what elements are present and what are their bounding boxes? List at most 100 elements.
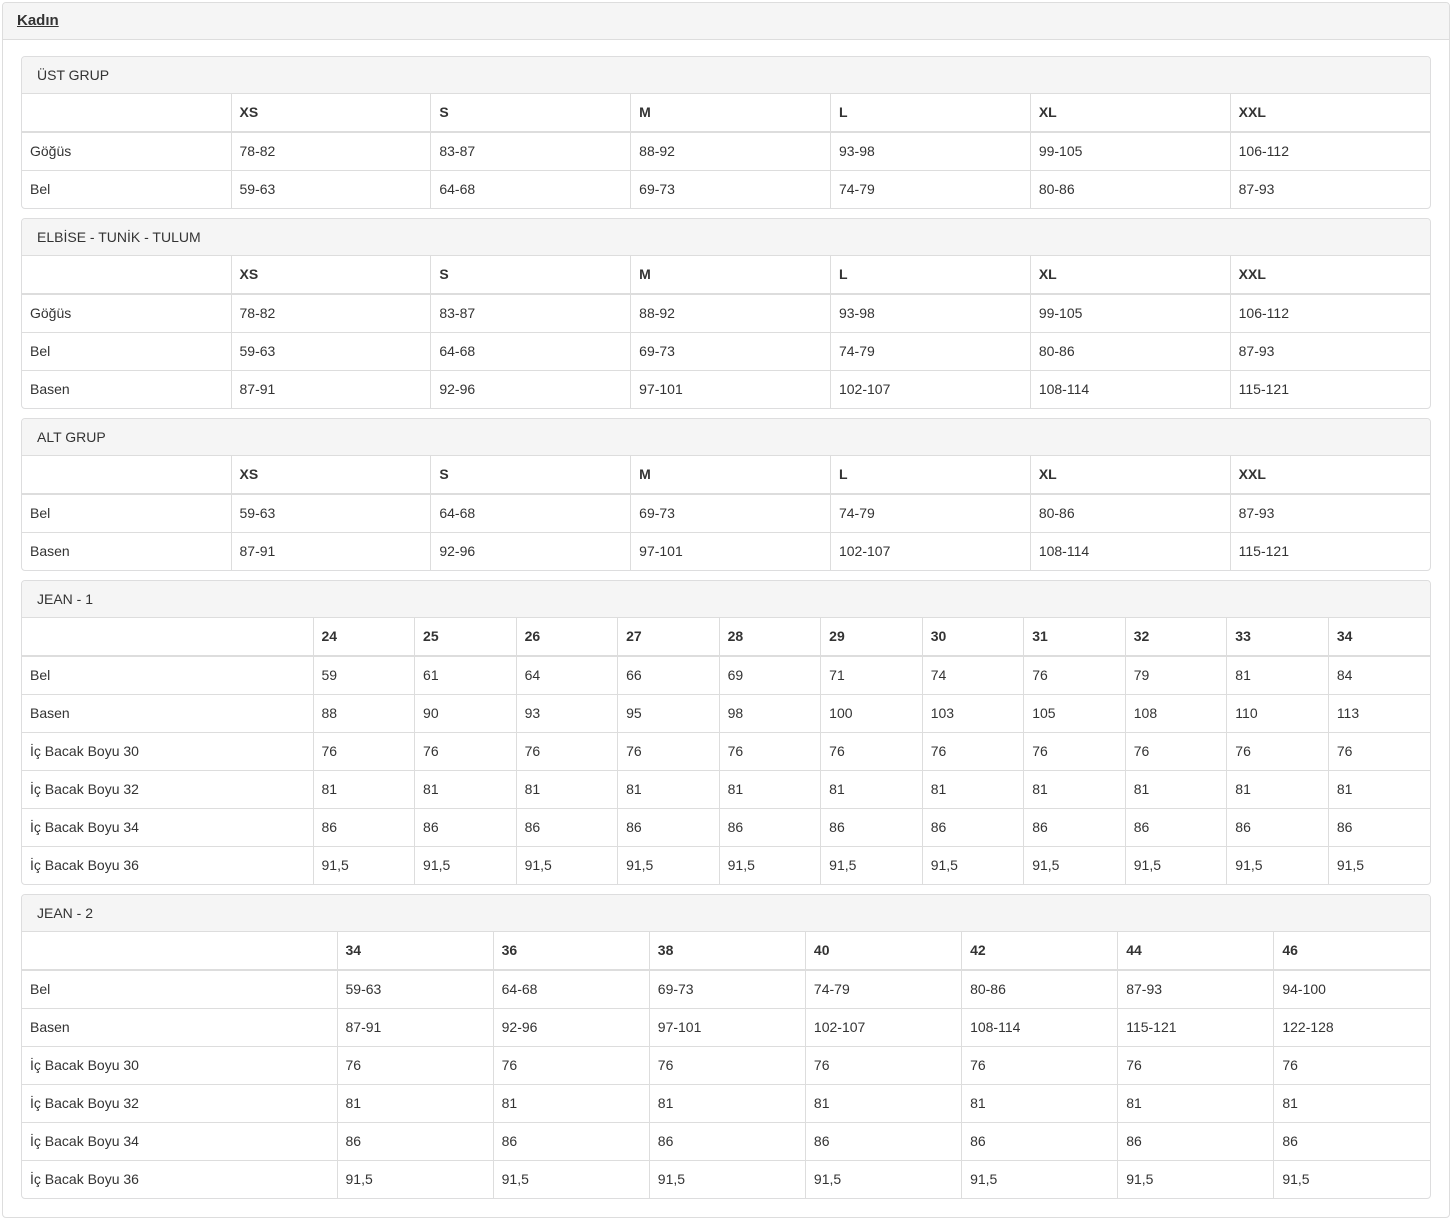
size-value-cell: 81 (718, 770, 822, 809)
size-value-cell: 76 (921, 732, 1025, 771)
size-table: XS S M L XL XXL Göğüs 78-82 83-87 88-92 93-98 99-1… (22, 94, 1430, 208)
size-value-cell: 64-68 (430, 170, 632, 208)
size-value-cell: 69-73 (630, 170, 831, 208)
size-value-cell: 91,5 (1327, 846, 1430, 884)
size-table-row: Basen 87-91 92-96 97-101 102-107 108-114 115-1… (22, 1008, 1430, 1047)
column-header: 31 (1023, 618, 1126, 657)
size-value-cell: 81 (820, 770, 923, 809)
column-header: XXL (1229, 94, 1430, 133)
size-value-cell: 93-98 (829, 131, 1031, 171)
row-label: İç Bacak Boyu 32 (22, 770, 314, 809)
size-value-cell: 108 (1124, 694, 1228, 733)
size-value-cell: 76 (1023, 655, 1126, 695)
column-header: 44 (1117, 932, 1275, 971)
page-header: Kadın (3, 3, 1449, 40)
size-table-header-row: 34 36 38 40 42 44 46 (22, 932, 1430, 971)
size-value-cell: 66 (617, 655, 720, 695)
size-value-cell: 81 (921, 770, 1025, 809)
size-value-cell: 76 (648, 1046, 806, 1085)
size-value-cell: 64 (515, 655, 619, 695)
size-value-cell: 91,5 (961, 1160, 1119, 1198)
size-value-cell: 98 (718, 694, 822, 733)
size-value-cell: 87-93 (1229, 170, 1430, 208)
size-value-cell: 88 (312, 694, 416, 733)
size-value-cell: 69-73 (648, 969, 806, 1009)
size-value-cell: 87-91 (336, 1008, 494, 1047)
size-value-cell: 91,5 (804, 1160, 963, 1198)
column-header: 34 (1327, 618, 1430, 657)
corner-cell (22, 618, 314, 657)
row-label: Basen (22, 1008, 338, 1047)
column-header: S (430, 456, 632, 495)
corner-cell (22, 256, 232, 295)
size-value-cell: 105 (1023, 694, 1126, 733)
size-table-row: İç Bacak Boyu 34 86 86 86 86 86 86 86 (22, 1122, 1430, 1161)
size-value-cell: 97-101 (630, 532, 831, 570)
size-value-cell: 61 (414, 655, 517, 695)
size-table-panel: ELBİSE - TUNİK - TULUM XS S M L XL XXL Göğüs 7… (21, 218, 1431, 409)
size-value-cell: 91,5 (718, 846, 822, 884)
row-label: Basen (22, 694, 314, 733)
size-value-cell: 74-79 (804, 969, 963, 1009)
row-label: Bel (22, 332, 232, 371)
size-value-cell: 106-112 (1229, 293, 1430, 333)
size-value-cell: 86 (718, 808, 822, 847)
column-header: 40 (804, 932, 963, 971)
size-value-cell: 78-82 (230, 293, 432, 333)
page-title-link[interactable]: Kadın (17, 12, 59, 29)
size-value-cell: 80-86 (961, 969, 1119, 1009)
size-value-cell: 76 (1273, 1046, 1430, 1085)
row-label: Bel (22, 969, 338, 1009)
size-value-cell: 80-86 (1029, 493, 1231, 533)
size-table-panel: ALT GRUP XS S M L XL XXL Bel 59-63 64-68 69-73 74… (21, 418, 1431, 571)
size-value-cell: 102-107 (829, 370, 1031, 408)
size-value-cell: 76 (312, 732, 416, 771)
size-table-row: Basen 88 90 93 95 98 100 103 105 108 110 113 (22, 694, 1430, 733)
column-header: 33 (1226, 618, 1329, 657)
size-value-cell: 81 (1124, 770, 1228, 809)
column-header: XS (230, 456, 432, 495)
size-value-cell: 64-68 (492, 969, 650, 1009)
size-value-cell: 79 (1124, 655, 1228, 695)
size-table-heading: ÜST GRUP (22, 57, 1430, 94)
size-value-cell: 76 (804, 1046, 963, 1085)
size-table-header-row: 24 25 26 27 28 29 30 31 32 33 34 (22, 618, 1430, 657)
size-value-cell: 81 (492, 1084, 650, 1123)
size-value-cell: 76 (961, 1046, 1119, 1085)
size-value-cell: 76 (515, 732, 619, 771)
size-value-cell: 76 (414, 732, 517, 771)
size-table-row: İç Bacak Boyu 34 86 86 86 86 86 86 86 86 86 86 86 (22, 808, 1430, 847)
size-value-cell: 76 (1117, 1046, 1275, 1085)
size-value-cell: 97-101 (648, 1008, 806, 1047)
size-value-cell: 78-82 (230, 131, 432, 171)
size-value-cell: 108-114 (1029, 532, 1231, 570)
size-value-cell: 81 (804, 1084, 963, 1123)
size-value-cell: 59 (312, 655, 416, 695)
size-table-row: Bel 59-63 64-68 69-73 74-79 80-86 87-93 (22, 170, 1430, 208)
size-value-cell: 91,5 (820, 846, 923, 884)
size-table-header-row: XS S M L XL XXL (22, 256, 1430, 295)
size-table-row: İç Bacak Boyu 30 76 76 76 76 76 76 76 76 76 76 76 (22, 732, 1430, 771)
column-header: 27 (617, 618, 720, 657)
size-value-cell: 76 (1226, 732, 1329, 771)
size-table-row: İç Bacak Boyu 32 81 81 81 81 81 81 81 (22, 1084, 1430, 1123)
size-value-cell: 88-92 (630, 131, 831, 171)
size-value-cell: 108-114 (1029, 370, 1231, 408)
size-value-cell: 74-79 (829, 332, 1031, 371)
size-value-cell: 91,5 (492, 1160, 650, 1198)
size-table-row: İç Bacak Boyu 36 91,5 91,5 91,5 91,5 91,5 91,5… (22, 1160, 1430, 1198)
size-value-cell: 92-96 (430, 370, 632, 408)
size-value-cell: 91,5 (1023, 846, 1126, 884)
size-table-row: İç Bacak Boyu 30 76 76 76 76 76 76 76 (22, 1046, 1430, 1085)
size-value-cell: 76 (1327, 732, 1430, 771)
size-table-row: İç Bacak Boyu 32 81 81 81 81 81 81 81 81 81 81 81 (22, 770, 1430, 809)
row-label: İç Bacak Boyu 36 (22, 846, 314, 884)
size-value-cell: 69-73 (630, 493, 831, 533)
size-value-cell: 86 (1023, 808, 1126, 847)
size-value-cell: 81 (1117, 1084, 1275, 1123)
row-label: Bel (22, 655, 314, 695)
size-table: XS S M L XL XXL Bel 59-63 64-68 69-73 74-79 80-86 8… (22, 456, 1430, 570)
column-header: 46 (1273, 932, 1430, 971)
column-header: M (630, 94, 831, 133)
size-value-cell: 86 (648, 1122, 806, 1161)
